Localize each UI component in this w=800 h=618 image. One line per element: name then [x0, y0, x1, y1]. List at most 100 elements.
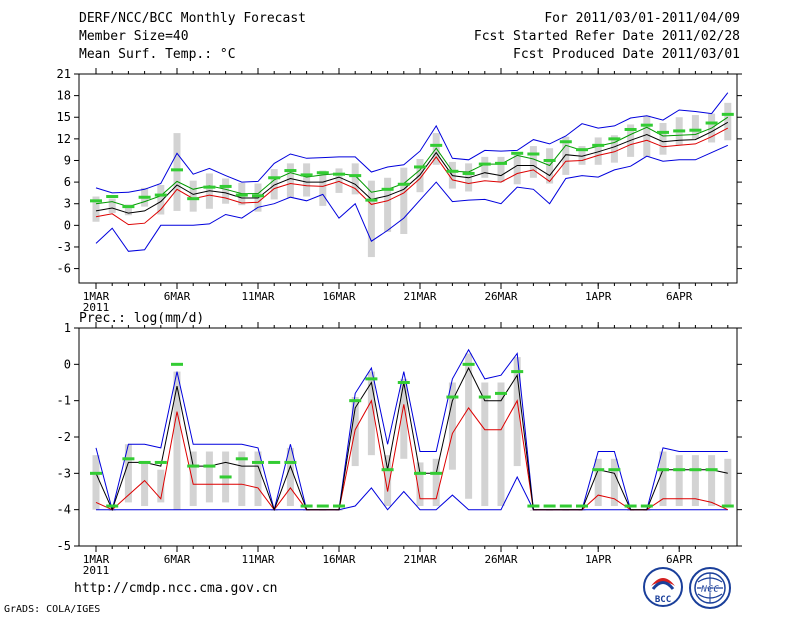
x-tick-label: 21MAR — [403, 553, 436, 566]
median-marker — [543, 158, 556, 162]
median-marker — [592, 468, 605, 472]
x-tick-label: 11MAR — [241, 553, 274, 566]
spread-box — [448, 382, 456, 470]
median-marker — [689, 468, 702, 472]
median-marker — [235, 193, 248, 197]
x-tick-label: 26MAR — [484, 553, 517, 566]
median-marker — [171, 362, 183, 366]
median-marker — [446, 395, 459, 399]
spread-box — [189, 451, 197, 507]
median-marker — [187, 464, 200, 468]
temp-panel-title: Mean Surf. Temp.: °C — [79, 47, 236, 62]
median-marker — [705, 468, 718, 472]
spread-box — [270, 169, 278, 200]
x-tick-label: 6APR — [666, 553, 693, 566]
median-marker — [462, 171, 475, 175]
y-tick-label: -4 — [57, 503, 71, 517]
spread-box — [400, 167, 408, 234]
median-marker — [171, 168, 183, 172]
y-tick-label: 6 — [64, 175, 71, 189]
spread-box — [400, 378, 408, 459]
y-tick-label: 18 — [57, 89, 71, 103]
median-marker — [608, 137, 621, 141]
spread-box — [497, 156, 505, 183]
median-marker — [640, 123, 653, 127]
bcc-logo: BCC — [643, 567, 683, 607]
spread-box — [189, 180, 197, 212]
x-tick-label: 1APR — [585, 553, 612, 566]
median-marker — [138, 460, 151, 464]
spread-box — [351, 163, 359, 195]
spread-box — [222, 178, 230, 204]
spread-box — [691, 115, 699, 139]
median-marker — [495, 161, 507, 165]
spread-box — [286, 447, 294, 507]
y-tick-label: -6 — [57, 262, 71, 276]
spread-box — [205, 451, 213, 503]
forecast-period: For 2011/03/01-2011/04/09 — [544, 11, 740, 26]
y-tick-label: 21 — [57, 67, 71, 81]
spread-box — [708, 455, 716, 507]
median-marker — [349, 399, 362, 403]
x-tick-label: 1MAR — [83, 290, 110, 303]
y-tick-label: 0 — [64, 218, 71, 232]
median-marker — [203, 185, 216, 189]
upper-line — [95, 116, 729, 208]
median-marker — [673, 468, 686, 472]
y-tick-label: -3 — [57, 466, 71, 480]
median-marker — [721, 112, 734, 116]
spread-box — [578, 146, 586, 165]
y-tick-label: 0 — [64, 357, 71, 371]
median-marker — [640, 504, 653, 508]
median-marker — [689, 128, 702, 132]
min-line — [96, 475, 728, 511]
median-marker — [576, 148, 588, 152]
spread-box — [675, 455, 683, 507]
median-marker — [365, 198, 378, 202]
median-marker — [106, 504, 119, 508]
median-marker — [721, 504, 734, 508]
median-marker — [268, 176, 281, 180]
median-marker — [316, 504, 329, 508]
median-marker — [657, 468, 669, 472]
spread-box — [108, 198, 116, 214]
x-tick-label: 6MAR — [164, 553, 191, 566]
median-marker — [300, 504, 313, 508]
spread-box — [562, 136, 570, 175]
median-marker — [122, 205, 135, 209]
y-tick-label: 15 — [57, 110, 71, 124]
median-marker — [414, 471, 426, 475]
bcc-logo-text: BCC — [655, 595, 671, 605]
median-marker — [300, 173, 313, 177]
x-tick-label: 6APR — [666, 290, 693, 303]
median-marker — [527, 504, 540, 508]
median-marker — [527, 152, 540, 156]
median-marker — [154, 460, 167, 464]
spread-box — [481, 382, 489, 507]
median-marker — [414, 165, 426, 169]
median-marker — [624, 504, 637, 508]
y-tick-label: -2 — [57, 430, 71, 444]
spread-box — [724, 458, 732, 507]
prec-panel-title: Prec.: log(mm/d) — [79, 311, 205, 326]
median-marker — [543, 504, 556, 508]
median-marker — [138, 195, 151, 199]
x-tick-label: 21MAR — [403, 290, 436, 303]
median-marker — [608, 468, 621, 472]
spread-box — [157, 469, 165, 503]
median-marker — [397, 381, 410, 384]
median-marker — [349, 174, 362, 178]
median-marker — [381, 468, 394, 472]
lower-line — [95, 399, 729, 511]
mean-line — [95, 366, 728, 512]
median-marker — [154, 193, 167, 197]
median-marker — [252, 194, 264, 198]
median-marker — [106, 195, 119, 199]
spread-box — [481, 156, 489, 178]
x-tick-label: 26MAR — [484, 290, 517, 303]
spread-box — [254, 451, 262, 507]
y-tick-label: 12 — [57, 132, 71, 146]
spread-box — [384, 177, 392, 232]
median-marker — [511, 370, 524, 374]
median-marker — [576, 504, 588, 508]
